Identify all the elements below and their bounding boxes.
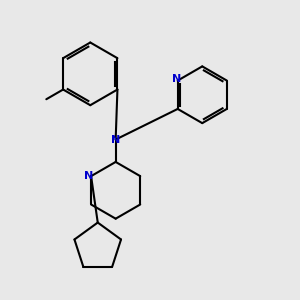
Text: N: N xyxy=(111,134,120,145)
Text: N: N xyxy=(84,171,93,181)
Text: N: N xyxy=(172,74,181,84)
